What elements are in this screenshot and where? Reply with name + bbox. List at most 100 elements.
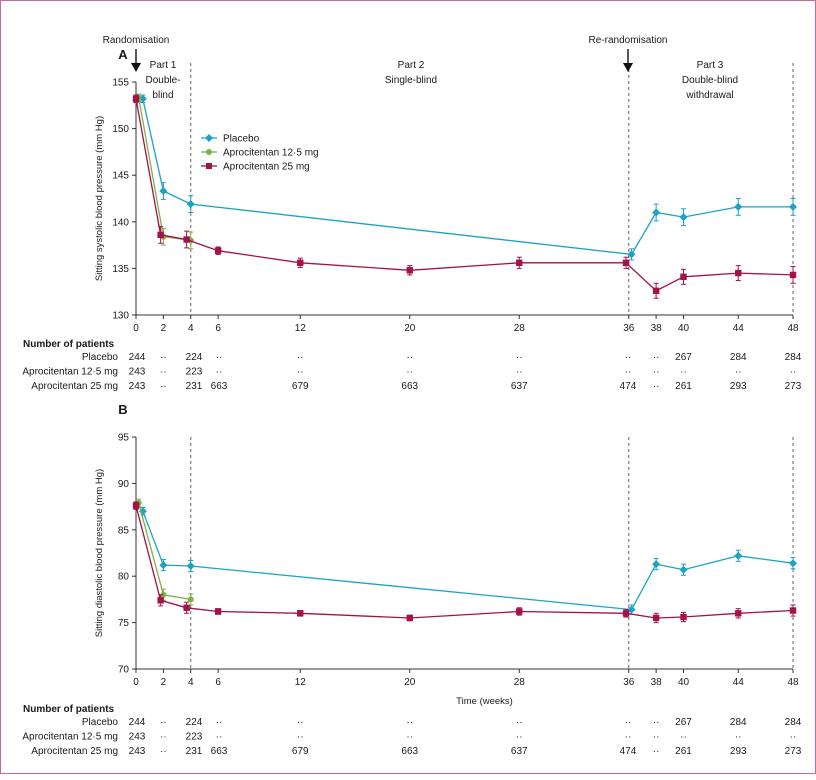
data-point-aprocitentan_25 xyxy=(214,608,222,615)
patients-table-title: Number of patients xyxy=(23,704,115,715)
data-point-placebo xyxy=(734,202,743,211)
data-point-placebo xyxy=(789,559,797,568)
data-point-placebo xyxy=(159,561,168,570)
x-tick-label: 48 xyxy=(787,677,799,688)
part1-sub-label: Double- xyxy=(145,75,180,86)
legend-marker xyxy=(205,134,213,142)
part3-sub-label: Double-blind xyxy=(682,75,738,86)
x-tick-label: 28 xyxy=(514,323,526,334)
patients-count-cell: ·· xyxy=(160,717,167,728)
patients-count-cell: 261 xyxy=(675,381,692,392)
y-tick-label: 95 xyxy=(118,433,130,444)
patients-count-cell: 243 xyxy=(129,732,146,743)
patients-count-cell: ·· xyxy=(297,732,304,743)
panel-label-B: B xyxy=(118,402,127,417)
data-point-placebo xyxy=(734,551,743,560)
patients-count-cell: ·· xyxy=(653,717,660,728)
patients-count-cell: 637 xyxy=(511,381,528,392)
patients-count-cell: ·· xyxy=(625,352,632,363)
y-tick-label: 145 xyxy=(112,171,129,182)
patients-count-cell: ·· xyxy=(406,717,413,728)
series-line-aprocitentan_25 xyxy=(135,98,794,292)
y-axis-title: Sitting diastolic blood pressure (mm Hg) xyxy=(94,469,105,637)
y-tick-label: 80 xyxy=(118,572,130,583)
patients-count-cell: 267 xyxy=(675,352,692,363)
legend-marker xyxy=(206,149,212,155)
data-point-placebo xyxy=(652,560,661,569)
patients-count-cell: 261 xyxy=(675,746,692,757)
patients-count-cell: 224 xyxy=(186,352,203,363)
x-tick-label: 0 xyxy=(133,323,139,334)
x-tick-label: 20 xyxy=(404,677,416,688)
rerandomisation-label: Re-randomisation xyxy=(589,35,668,46)
data-point-aprocitentan_25 xyxy=(680,273,687,280)
x-tick-label: 6 xyxy=(215,677,221,688)
x-tick-label: 4 xyxy=(188,323,194,334)
patients-count-cell: 474 xyxy=(620,746,637,757)
x-tick-label: 12 xyxy=(295,323,307,334)
patients-count-cell: 663 xyxy=(401,381,418,392)
y-tick-label: 140 xyxy=(112,217,129,228)
patients-count-cell: ·· xyxy=(680,367,687,378)
panel-label-A: A xyxy=(118,47,128,62)
x-tick-label: 40 xyxy=(678,677,690,688)
x-tick-label: 6 xyxy=(215,323,221,334)
patients-count-cell: 663 xyxy=(401,746,418,757)
y-axis-title: Sitting systolic blood pressure (mm Hg) xyxy=(94,116,105,281)
x-tick-label: 36 xyxy=(623,677,635,688)
data-point-aprocitentan_25 xyxy=(652,287,660,294)
patients-count-cell: ·· xyxy=(653,746,660,757)
series-line-placebo xyxy=(142,510,794,611)
patients-count-cell: ·· xyxy=(297,352,304,363)
data-point-placebo xyxy=(627,605,636,614)
patients-count-cell: ·· xyxy=(160,352,167,363)
patients-count-cell: 663 xyxy=(211,746,228,757)
patients-count-cell: 267 xyxy=(675,717,692,728)
data-point-aprocitentan_25 xyxy=(652,614,660,622)
patients-count-cell: 293 xyxy=(730,381,747,392)
part2-label: Part 2 xyxy=(398,60,425,71)
data-point-aprocitentan_25 xyxy=(157,597,164,604)
data-point-aprocitentan_25 xyxy=(132,95,140,102)
x-tick-label: 28 xyxy=(514,677,526,688)
y-tick-label: 150 xyxy=(112,124,129,135)
patients-count-cell: ·· xyxy=(297,717,304,728)
patients-count-cell: ·· xyxy=(516,717,523,728)
patients-count-cell: 273 xyxy=(785,746,802,757)
patients-count-cell: 244 xyxy=(129,717,146,728)
patients-count-cell: ·· xyxy=(625,732,632,743)
data-point-aprocitentan_25 xyxy=(789,607,797,614)
y-tick-label: 155 xyxy=(112,78,129,89)
part1-sub-label: blind xyxy=(152,90,173,101)
patients-count-cell: 243 xyxy=(129,381,146,392)
data-point-placebo xyxy=(186,200,195,209)
series-line-aprocitentan_12_5 xyxy=(138,502,191,601)
x-tick-label: 4 xyxy=(188,677,194,688)
legend-entry: Aprocitentan 12·5 mg xyxy=(223,148,319,159)
patients-count-cell: ·· xyxy=(216,732,223,743)
x-tick-label: 20 xyxy=(404,323,416,334)
patients-count-cell: ·· xyxy=(406,367,413,378)
x-axis-title: Time (weeks) xyxy=(456,696,513,707)
patients-count-cell: ·· xyxy=(625,717,632,728)
patients-count-cell: 284 xyxy=(785,352,802,363)
patients-count-cell: 284 xyxy=(730,352,747,363)
legend-marker xyxy=(206,163,212,169)
data-point-aprocitentan_25 xyxy=(157,231,164,239)
x-tick-label: 48 xyxy=(787,323,799,334)
data-point-aprocitentan_25 xyxy=(297,610,304,617)
patients-count-cell: ·· xyxy=(160,381,167,392)
data-point-aprocitentan_25 xyxy=(183,236,190,243)
x-tick-label: 40 xyxy=(678,323,690,334)
x-tick-label: 0 xyxy=(133,677,139,688)
patients-row-label: Aprocitentan 12·5 mg xyxy=(22,367,118,378)
y-tick-label: 135 xyxy=(112,264,129,275)
patients-count-cell: ·· xyxy=(216,352,223,363)
part1-label: Part 1 xyxy=(150,60,177,71)
data-point-aprocitentan_25 xyxy=(789,271,797,279)
data-point-aprocitentan_25 xyxy=(735,610,742,617)
y-tick-label: 70 xyxy=(118,665,130,676)
patients-count-cell: ·· xyxy=(653,732,660,743)
data-point-aprocitentan_25 xyxy=(214,247,222,254)
